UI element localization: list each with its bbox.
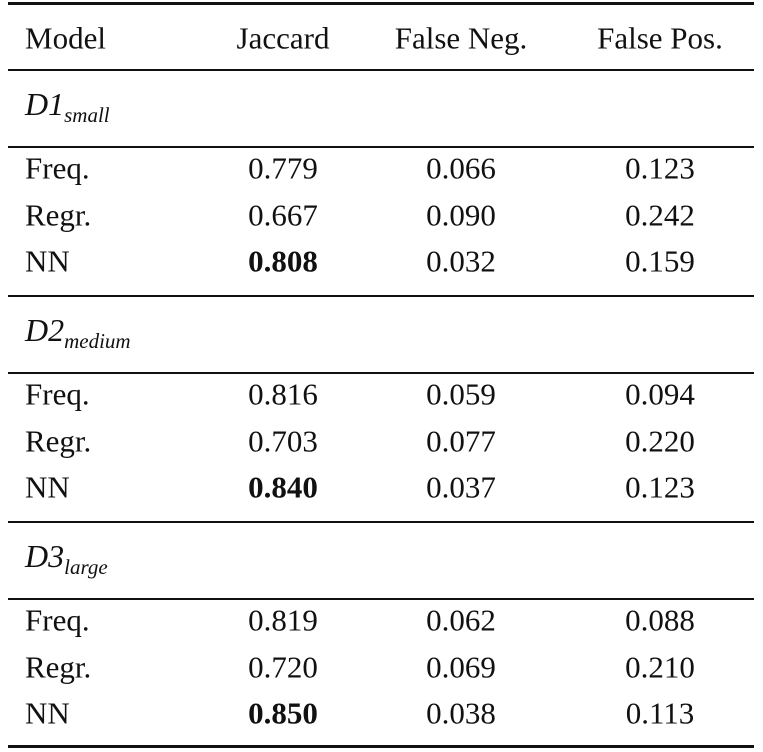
cell: 0.123: [625, 150, 695, 186]
cell: 0.703: [248, 423, 318, 458]
cell: 0.123: [625, 469, 695, 505]
cell: 0.090: [426, 197, 496, 232]
cell: 0.840: [248, 469, 318, 505]
row-label: NN: [25, 695, 70, 731]
cell: 0.059: [426, 376, 496, 412]
cell: 0.819: [248, 602, 318, 638]
rule: [8, 745, 754, 748]
cell: 0.113: [625, 695, 695, 731]
column-header: Model: [25, 20, 106, 56]
group-subscript: medium: [64, 329, 131, 354]
row-label: Regr.: [25, 197, 92, 232]
column-header: False Pos.: [597, 20, 723, 56]
cell: 0.088: [625, 602, 695, 638]
cell: 0.069: [426, 649, 496, 684]
cell: 0.808: [248, 243, 318, 279]
cell: 0.720: [248, 649, 318, 684]
cell: 0.816: [248, 376, 318, 412]
group-name: D1: [25, 85, 65, 122]
cell: 0.066: [426, 150, 496, 186]
row-label: Freq.: [25, 602, 90, 638]
group-name: D3: [25, 537, 65, 574]
row-label: Regr.: [25, 649, 92, 684]
cell: 0.159: [625, 243, 695, 279]
rule: [8, 295, 754, 297]
cell: 0.062: [426, 602, 496, 638]
cell: 0.210: [625, 649, 695, 684]
cell: 0.850: [248, 695, 318, 731]
cell: 0.220: [625, 423, 695, 458]
rule: [8, 598, 754, 600]
group-label: D2medium: [25, 314, 131, 352]
cell: 0.242: [625, 197, 695, 232]
cell: 0.038: [426, 695, 496, 731]
column-header: Jaccard: [236, 20, 330, 56]
cell: 0.037: [426, 469, 496, 505]
group-name: D2: [25, 311, 65, 348]
rule: [8, 69, 754, 71]
rule: [8, 2, 754, 5]
row-label: Freq.: [25, 376, 90, 412]
row-label: Freq.: [25, 150, 90, 186]
row-label: Regr.: [25, 423, 92, 458]
row-label: NN: [25, 469, 70, 505]
row-label: NN: [25, 243, 70, 279]
rule: [8, 146, 754, 148]
cell: 0.779: [248, 150, 318, 186]
cell: 0.077: [426, 423, 496, 458]
cell: 0.032: [426, 243, 496, 279]
group-subscript: large: [64, 555, 108, 580]
cell: 0.667: [248, 197, 318, 232]
rule: [8, 521, 754, 523]
rule: [8, 372, 754, 374]
column-header: False Neg.: [394, 20, 528, 56]
group-label: D1small: [25, 88, 110, 126]
cell: 0.094: [625, 376, 695, 412]
group-label: D3large: [25, 540, 108, 578]
group-subscript: small: [64, 103, 110, 128]
